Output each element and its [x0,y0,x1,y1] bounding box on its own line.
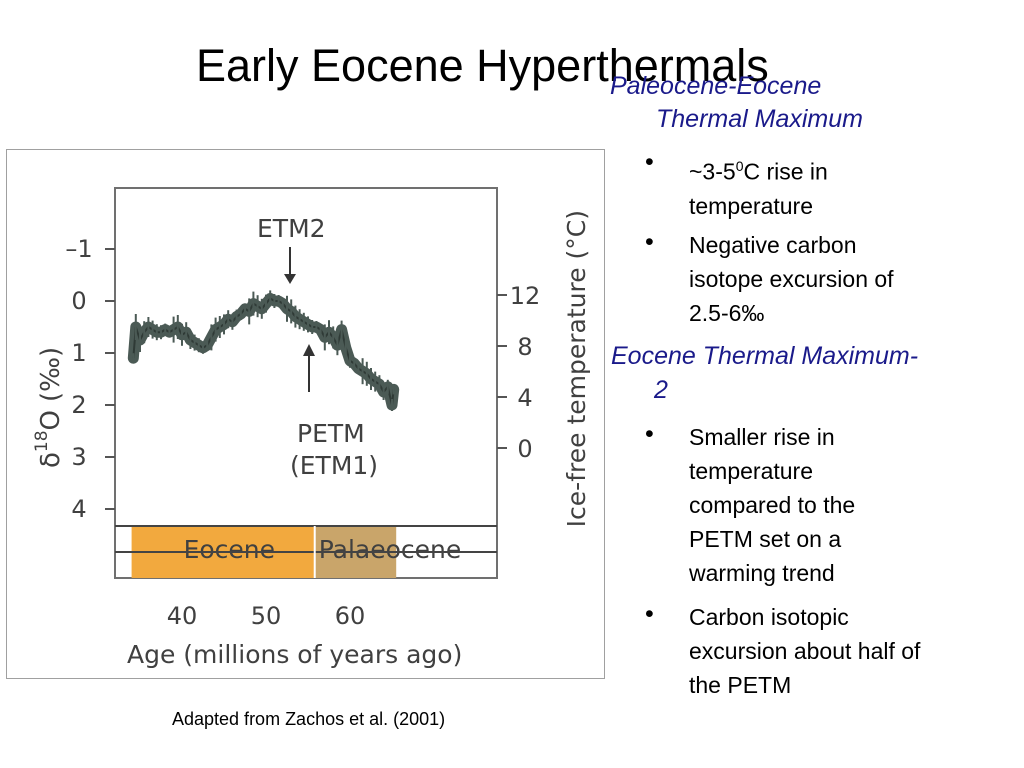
arrow-etm2-head [284,274,296,284]
bullet-text: 2.5-6‰ [689,300,765,326]
petm-heading-line2: Thermal Maximum [656,105,863,133]
bullet-text: compared to the [689,492,856,518]
y-label-o: O [36,410,66,430]
bullet-text: temperature [689,192,814,219]
bullet-text: Smaller rise in [689,424,835,450]
bullet-marker: • [645,600,654,628]
y-axis-right-label: Ice-free temperature (°C) [562,210,591,527]
isotope-series-band [127,292,400,411]
y-right-tick-label: 0 [517,435,532,463]
y-left-tick-label: 2 [71,391,86,419]
epoch-bar-layer: Eocene Palaeocene [115,525,497,578]
figure-caption: Adapted from Zachos et al. (2001) [172,709,446,729]
annotation-etm2: ETM2 [257,214,326,243]
bullet-marker: • [645,420,654,448]
petm-heading: Paleocene-Eocene [610,72,822,100]
bullet-text: PETM set on a [689,526,842,552]
bullet-carbon-isotope: Negative carbon isotope excursion of 2.5… [689,228,1009,330]
bullet-temperature-rise: ~3-50C rise in temperature [689,149,1009,223]
etm2-heading-line2: 2 [654,376,668,404]
plot-area [114,187,498,579]
y-right-tick-label: 4 [517,384,532,412]
epoch-label: Palaeocene [319,535,462,564]
bullet-text: ~3-5 [689,158,736,185]
annotation-petm: PETM [297,419,365,448]
bullet-text: Carbon isotopic [689,604,849,630]
bullet-smaller-rise: Smaller rise in temperature compared to … [689,420,1009,590]
series-layer [127,290,400,411]
annotation-layer: ETM2 PETM (ETM1) [257,214,378,480]
y-label-sup: 18 [32,430,52,452]
y-left-tick-label: 4 [71,495,86,523]
y-left-tick-label: –1 [65,235,92,263]
x-tick-label: 60 [335,602,366,630]
y-label-delta: δ [36,452,66,468]
bullet-text: isotope excursion of [689,266,894,292]
bullet-marker: • [645,148,654,176]
y-axis-left-label: δ18O (‰) [32,347,66,468]
bullet-text: warming trend [689,560,835,586]
y-right-tick-label: 8 [517,333,532,361]
x-axis-ticks: 40 50 60 [167,602,366,630]
slide-title: Early Eocene Hyperthermals [196,40,769,91]
figure-frame: Eocene Palaeocene –1 0 1 2 3 4 12 8 4 0 40 50 60 ET… [6,149,605,679]
right-axis-ticks: 12 8 4 0 [497,282,540,463]
svg-text:δ18O(‰): δ18O (‰) [32,347,66,468]
x-tick-label: 50 [251,602,282,630]
bullet-carbon-excursion: Carbon isotopic excursion about half of … [689,600,1009,702]
bullet-text: C rise in [743,158,828,185]
y-left-tick-label: 0 [71,287,86,315]
epoch-label: Eocene [184,535,275,564]
etm2-heading: Eocene Thermal Maximum- [611,342,919,370]
isotope-series-line [132,297,395,406]
left-axis-ticks: –1 0 1 2 3 4 [65,235,115,523]
y-right-tick-label: 12 [510,282,541,310]
annotation-etm1: (ETM1) [290,451,378,480]
bullet-text: Negative carbon [689,232,857,258]
x-axis-label: Age (millions of years ago) [127,640,462,669]
bullet-marker: • [645,228,654,256]
y-left-tick-label: 1 [71,339,86,367]
bullet-text: excursion about half of [689,638,921,664]
y-label-unit: (‰) [36,347,66,402]
bullet-text: temperature [689,458,814,484]
x-tick-label: 40 [167,602,198,630]
y-left-tick-label: 3 [71,443,86,471]
bullet-text: the PETM [689,672,792,698]
arrow-petm-head [303,344,315,356]
superscript-degree: 0 [735,158,744,174]
